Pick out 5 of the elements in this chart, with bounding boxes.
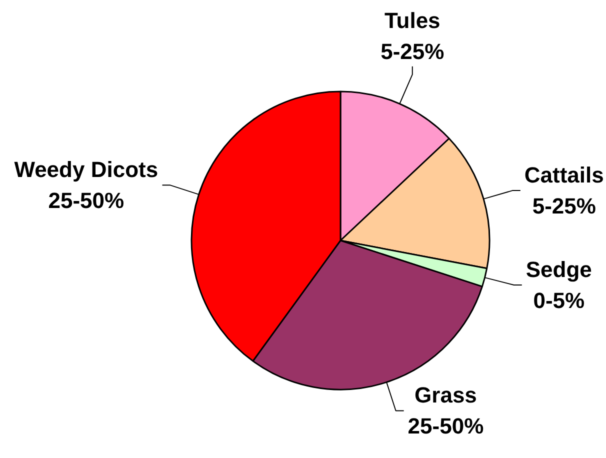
slice-label: Cattails 5-25%	[524, 162, 604, 219]
slice-label: Grass 25-50%	[408, 382, 484, 439]
slice-label: Tules 5-25%	[380, 8, 444, 64]
slice-label: Sedge 0-5%	[526, 257, 592, 314]
slice-label: Weedy Dicots 25-50%	[14, 157, 158, 214]
